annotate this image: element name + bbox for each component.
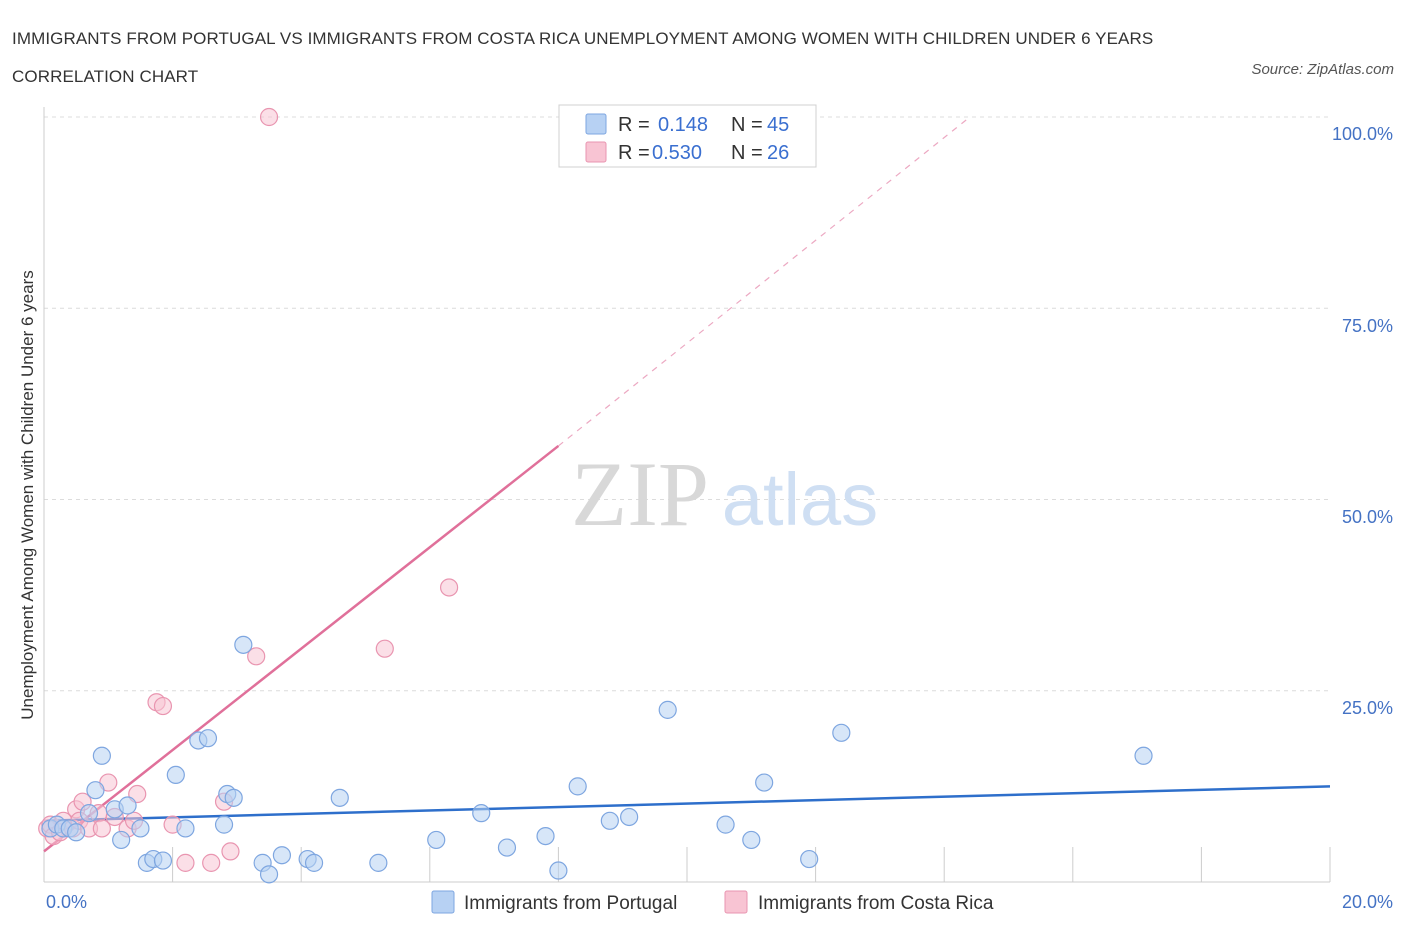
trend-line-portugal (43, 785, 1331, 823)
legend-swatch-portugal (585, 113, 607, 135)
legend-r-value-portugal: 0.148 (658, 114, 708, 136)
y-tick-50: 50.0% (1342, 507, 1393, 527)
data-point-portugal (497, 838, 517, 857)
bottom-legend-swatch-costarica (724, 890, 748, 914)
data-point-costarica (202, 853, 221, 872)
data-point-portugal (472, 804, 491, 823)
data-point-portugal (536, 826, 555, 846)
trend-lines (43, 116, 1331, 853)
y-axis-label: Unemployment Among Women with Children U… (18, 270, 37, 719)
data-point-portugal (568, 777, 587, 796)
data-point-portugal (153, 851, 173, 870)
data-point-portugal (234, 635, 253, 654)
data-point-portugal (304, 853, 324, 872)
x-tick-0: 0.0% (46, 892, 87, 912)
data-point-portugal (259, 865, 279, 884)
data-point-portugal (112, 830, 131, 850)
data-point-portugal (549, 861, 568, 880)
source-label: Source: ZipAtlas.com (1251, 61, 1394, 78)
data-point-costarica (221, 842, 240, 861)
data-point-portugal (86, 781, 105, 800)
legend-r-value-costarica: 0.530 (652, 142, 702, 164)
y-tick-25: 25.0% (1342, 698, 1393, 718)
data-point-portugal (131, 819, 150, 838)
legend-n-value-portugal: 45 (767, 114, 789, 136)
data-points (38, 107, 1153, 884)
trend-line-costarica (43, 444, 560, 853)
data-point-portugal (755, 773, 774, 792)
watermark-zip: ZIP (571, 443, 709, 545)
bottom-legend-label-costarica: Immigrants from Costa Rica (758, 893, 994, 914)
data-point-portugal (620, 807, 639, 827)
watermark: ZIP atlas (571, 443, 878, 545)
watermark-atlas: atlas (722, 458, 878, 541)
data-point-costarica (375, 639, 394, 658)
data-point-costarica (153, 696, 173, 716)
data-point-portugal (224, 788, 243, 807)
legend: R = 0.148 N = 45 R = 0.530 N = 26 (558, 104, 817, 168)
data-point-portugal (369, 853, 388, 872)
data-point-costarica (439, 578, 459, 597)
data-point-portugal (658, 700, 677, 719)
data-point-portugal (166, 765, 185, 785)
grid-lines (44, 116, 1330, 692)
x-tick-20: 20.0% (1342, 892, 1393, 912)
data-point-costarica (247, 647, 266, 666)
data-point-portugal (742, 830, 761, 850)
trend-line-extension-costarica (558, 116, 971, 447)
data-point-portugal (198, 729, 218, 748)
bottom-legend: Immigrants from Portugal Immigrants from… (431, 890, 994, 914)
data-point-costarica (176, 853, 195, 872)
data-point-portugal (67, 823, 86, 842)
data-point-portugal (214, 815, 234, 834)
legend-n-label-costarica: N = (731, 142, 763, 164)
bottom-legend-label-portugal: Immigrants from Portugal (464, 893, 677, 914)
data-point-costarica (259, 107, 279, 127)
data-point-portugal (92, 746, 111, 765)
legend-n-value-costarica: 26 (767, 142, 789, 164)
y-tick-75: 75.0% (1342, 316, 1393, 336)
data-point-portugal (79, 804, 99, 823)
bottom-legend-swatch-portugal (431, 890, 455, 914)
y-tick-100: 100.0% (1332, 124, 1393, 144)
data-point-portugal (600, 811, 619, 830)
data-point-portugal (1134, 746, 1153, 765)
data-point-portugal (427, 830, 446, 850)
data-point-portugal (832, 723, 851, 742)
legend-n-label-portugal: N = (731, 114, 763, 136)
data-point-portugal (800, 849, 819, 869)
data-point-portugal (272, 846, 292, 865)
legend-swatch-costarica (585, 141, 607, 163)
data-point-costarica (92, 819, 111, 838)
chart-title: IMMIGRANTS FROM PORTUGAL VS IMMIGRANTS F… (12, 29, 1154, 86)
legend-r-label-costarica: R = (618, 142, 650, 164)
y-tick-labels: 100.0% 75.0% 50.0% 25.0% (1332, 124, 1393, 718)
data-point-portugal (118, 796, 137, 815)
data-point-portugal (716, 815, 735, 834)
legend-r-label-portugal: R = (618, 114, 650, 136)
data-point-portugal (330, 788, 349, 807)
data-point-portugal (176, 819, 195, 838)
